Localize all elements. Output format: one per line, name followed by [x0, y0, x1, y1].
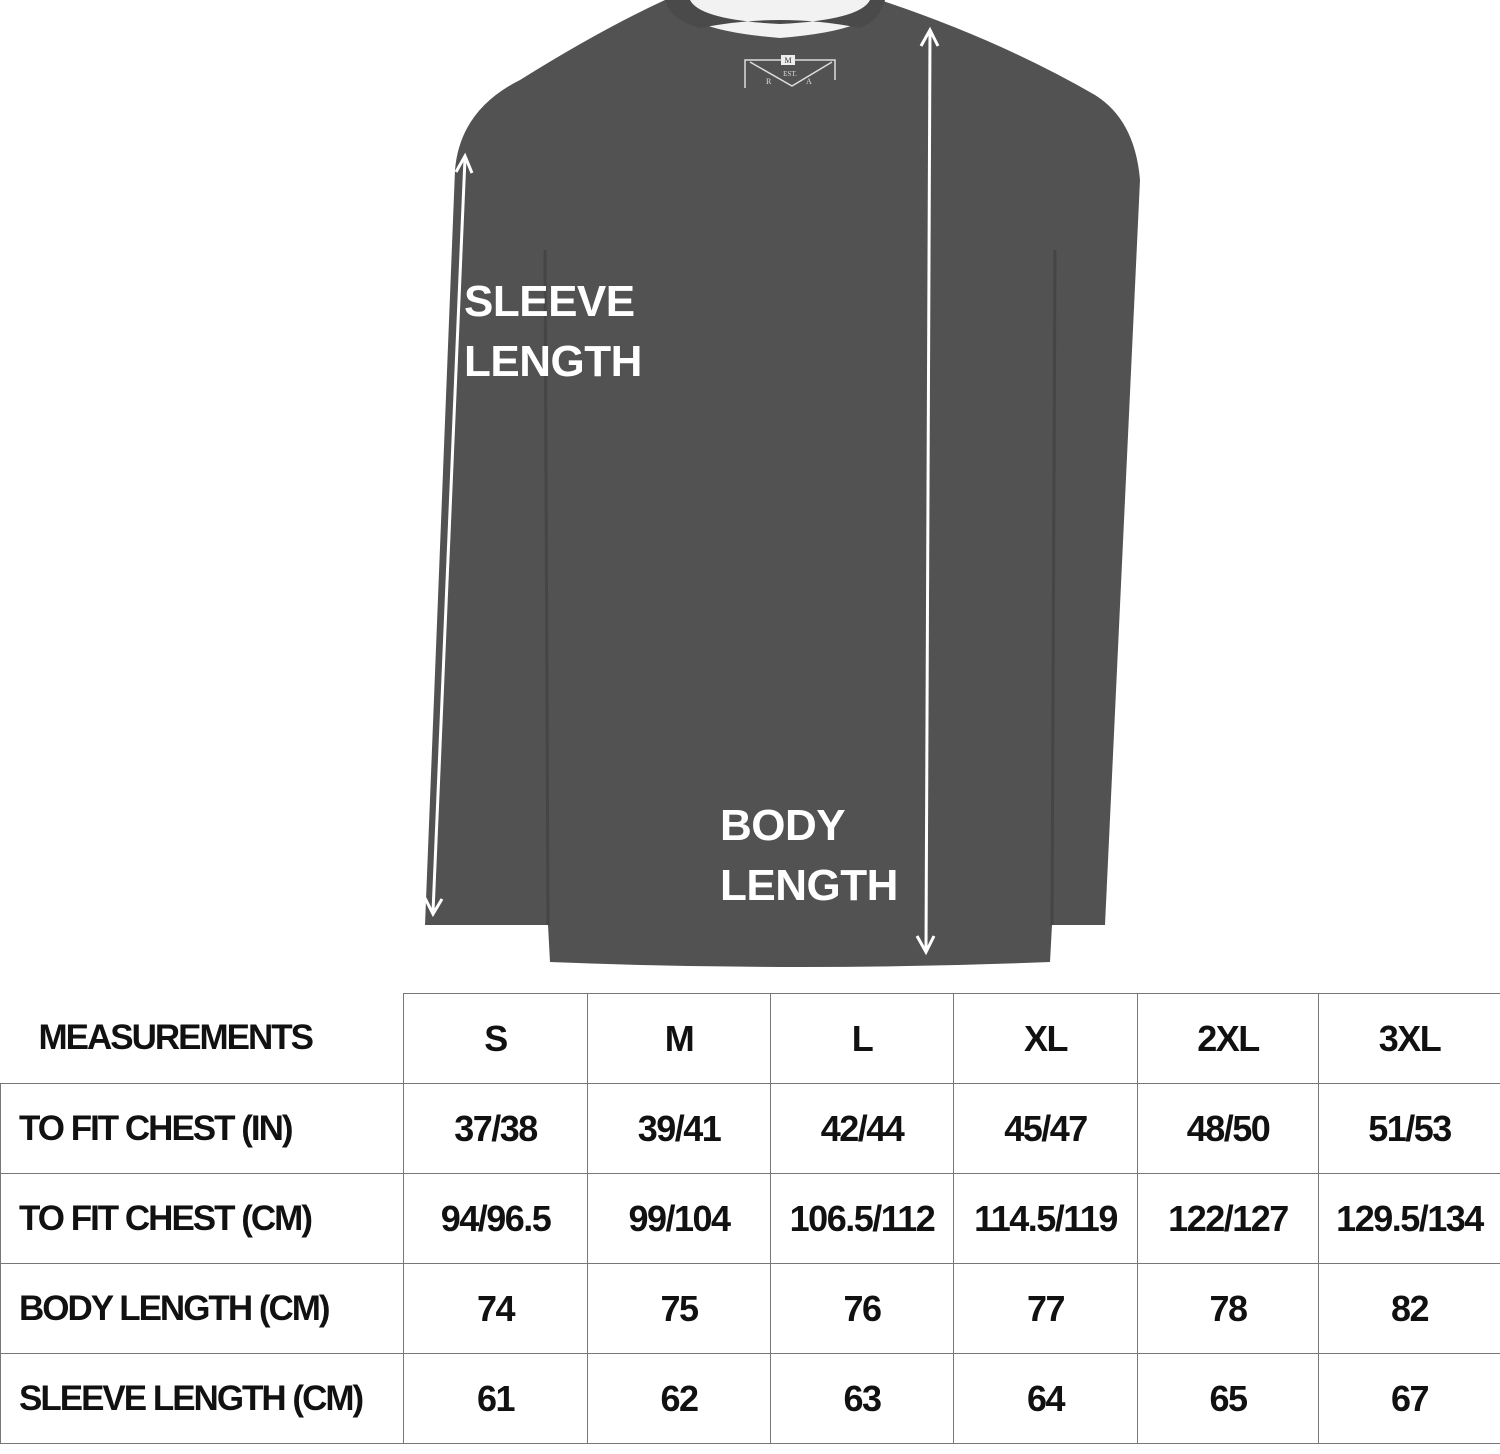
- size-header: S: [403, 993, 588, 1084]
- table-cell: 99/104: [587, 1173, 771, 1264]
- size-header: 2XL: [1137, 993, 1319, 1084]
- collar-rib: [665, 0, 885, 28]
- table-cell: 65: [1137, 1353, 1319, 1444]
- body-length-label: BODY LENGTH: [720, 796, 898, 916]
- table-cell: 78: [1137, 1263, 1319, 1354]
- table-cell: 129.5/134: [1318, 1173, 1500, 1264]
- table-cell: 39/41: [587, 1083, 771, 1174]
- table-header-row: MEASUREMENTS S M L XL 2XL 3XL: [0, 993, 1500, 1084]
- sleeve-length-arrow: [423, 152, 474, 918]
- table-cell: 48/50: [1137, 1083, 1319, 1174]
- neck-label: [744, 55, 836, 88]
- sleeve-seam-left: [543, 249, 550, 926]
- table-row: SLEEVE LENGTH (CM) 61 62 63 64 65 67: [0, 1353, 1500, 1444]
- table-cell: 42/44: [770, 1083, 954, 1174]
- body-label-line: LENGTH: [720, 861, 898, 910]
- size-header: XL: [953, 993, 1138, 1084]
- header-measurements: MEASUREMENTS: [0, 993, 404, 1084]
- sleeve-seam-right: [1050, 249, 1057, 926]
- collar-band: [675, 0, 880, 38]
- table-cell: 61: [403, 1353, 588, 1444]
- table-cell: 63: [770, 1353, 954, 1444]
- neck-label-letter: R: [766, 77, 772, 86]
- sleeve-label-line: SLEEVE: [464, 277, 635, 326]
- shirt-body: [425, 0, 1140, 967]
- table-cell: 45/47: [953, 1083, 1138, 1174]
- table-cell: 76: [770, 1263, 954, 1354]
- size-chart-table: MEASUREMENTS S M L XL 2XL 3XL TO FIT CHE…: [0, 993, 1500, 1444]
- row-label: SLEEVE LENGTH (CM): [0, 1353, 404, 1444]
- table-cell: 77: [953, 1263, 1138, 1354]
- body-length-arrow: [915, 26, 940, 956]
- neck-label-text: EST.: [783, 70, 797, 78]
- size-header: 3XL: [1318, 993, 1500, 1084]
- size-header: M: [587, 993, 771, 1084]
- row-label: TO FIT CHEST (CM): [0, 1173, 404, 1264]
- row-label: TO FIT CHEST (IN): [0, 1083, 404, 1174]
- table-cell: 37/38: [403, 1083, 588, 1174]
- sleeve-label-line: LENGTH: [464, 337, 642, 386]
- table-cell: 106.5/112: [770, 1173, 954, 1264]
- table-cell: 51/53: [1318, 1083, 1500, 1174]
- table-cell: 114.5/119: [953, 1173, 1138, 1264]
- table-cell: 74: [403, 1263, 588, 1354]
- neck-label-letter: A: [806, 77, 812, 86]
- table-cell: 75: [587, 1263, 771, 1354]
- shirt-illustration: M EST. R A: [423, 0, 1140, 967]
- table-cell: 67: [1318, 1353, 1500, 1444]
- table-row: TO FIT CHEST (CM) 94/96.5 99/104 106.5/1…: [0, 1173, 1500, 1264]
- table-cell: 94/96.5: [403, 1173, 588, 1264]
- neck-label-size: M: [784, 56, 791, 65]
- body-label-line: BODY: [720, 801, 846, 850]
- size-header: L: [770, 993, 954, 1084]
- sleeve-length-label: SLEEVE LENGTH: [464, 272, 642, 392]
- table-cell: 64: [953, 1353, 1138, 1444]
- table-cell: 62: [587, 1353, 771, 1444]
- row-label: BODY LENGTH (CM): [0, 1263, 404, 1354]
- table-row: BODY LENGTH (CM) 74 75 76 77 78 82: [0, 1263, 1500, 1354]
- table-row: TO FIT CHEST (IN) 37/38 39/41 42/44 45/4…: [0, 1083, 1500, 1174]
- table-cell: 122/127: [1137, 1173, 1319, 1264]
- table-cell: 82: [1318, 1263, 1500, 1354]
